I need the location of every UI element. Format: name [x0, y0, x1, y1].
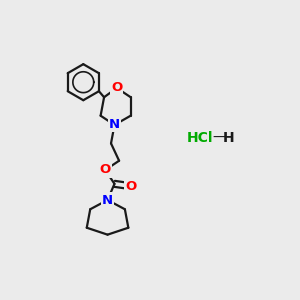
Text: O: O — [125, 180, 136, 193]
Text: —: — — [213, 130, 226, 145]
Text: N: N — [109, 118, 120, 131]
Text: O: O — [111, 82, 122, 94]
Text: O: O — [100, 164, 111, 176]
Text: N: N — [102, 194, 113, 206]
Text: HCl: HCl — [187, 130, 213, 145]
Text: H: H — [223, 130, 235, 145]
